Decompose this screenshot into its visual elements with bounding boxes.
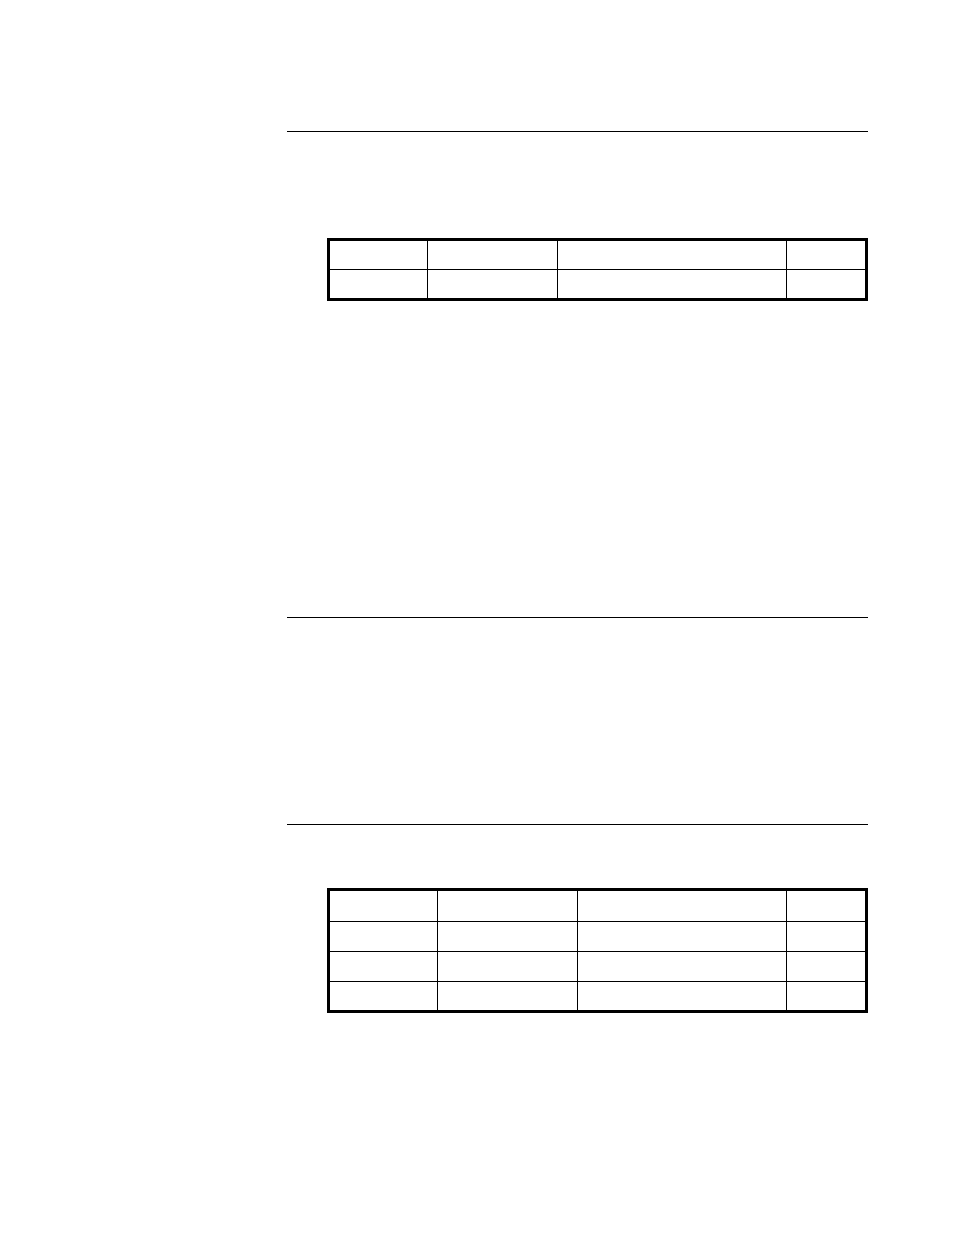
table-cell bbox=[577, 982, 787, 1012]
table-cell bbox=[329, 240, 428, 270]
table-cell bbox=[329, 270, 428, 300]
divider-line-2 bbox=[287, 617, 868, 618]
table-row bbox=[329, 922, 867, 952]
table-cell bbox=[787, 952, 867, 982]
table-cell bbox=[428, 270, 557, 300]
table-row bbox=[329, 240, 867, 270]
table-cell bbox=[787, 890, 867, 922]
table-cell bbox=[787, 922, 867, 952]
table-cell bbox=[329, 982, 438, 1012]
divider-line-3 bbox=[287, 824, 868, 825]
table-cell bbox=[787, 982, 867, 1012]
table-cell bbox=[557, 270, 787, 300]
table-cell bbox=[557, 240, 787, 270]
table-row bbox=[329, 890, 867, 922]
table-cell bbox=[438, 922, 577, 952]
table-cell bbox=[577, 890, 787, 922]
table-row bbox=[329, 270, 867, 300]
table-cell bbox=[577, 922, 787, 952]
table-cell bbox=[438, 952, 577, 982]
table-2 bbox=[327, 888, 868, 1013]
table-cell bbox=[438, 982, 577, 1012]
divider-line-1 bbox=[287, 131, 868, 132]
table-row bbox=[329, 952, 867, 982]
table-cell bbox=[787, 240, 867, 270]
table-cell bbox=[329, 890, 438, 922]
table-cell bbox=[428, 240, 557, 270]
table-cell bbox=[577, 952, 787, 982]
table-row bbox=[329, 982, 867, 1012]
table-1 bbox=[327, 238, 868, 301]
table-cell bbox=[438, 890, 577, 922]
table-cell bbox=[787, 270, 867, 300]
table-cell bbox=[329, 922, 438, 952]
table-cell bbox=[329, 952, 438, 982]
